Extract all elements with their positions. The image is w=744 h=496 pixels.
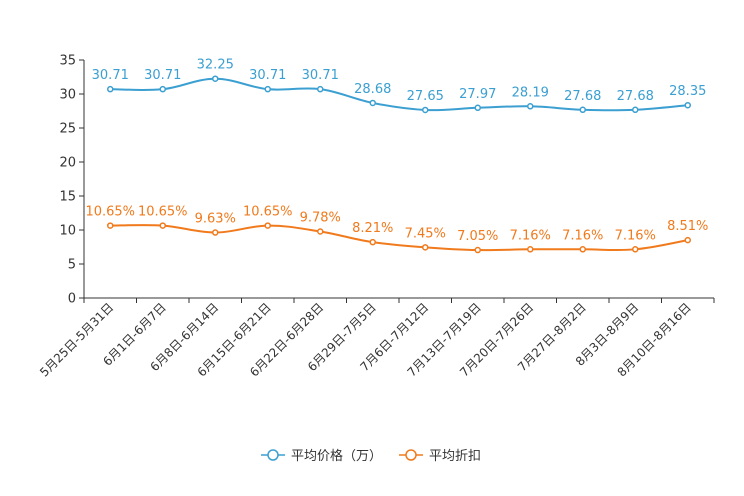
y-tick-label: 25 [59,122,76,137]
legend-label: 平均折扣 [429,449,481,464]
series-1: 30.71 30.71 32.25 30.71 30.71 28.68 27.65 27.97… [92,58,706,114]
data-point[interactable] [684,101,691,109]
data-point[interactable] [369,238,376,246]
y-tick-label: 20 [59,156,76,171]
data-label: 9.63% [195,212,236,227]
data-label: 7.16% [562,228,603,243]
data-label: 9.78% [300,210,341,225]
data-label: 7.05% [457,229,498,244]
data-point[interactable] [632,106,639,114]
data-point[interactable] [579,106,586,114]
data-label: 30.71 [249,68,286,83]
data-label: 8.21% [352,221,393,236]
data-label: 10.65% [138,205,188,220]
data-point[interactable] [369,99,376,107]
data-label: 10.65% [243,205,293,220]
y-axis: 0 5 10 15 20 25 30 35 [59,54,85,307]
data-label: 28.68 [354,82,391,97]
data-point[interactable] [212,229,219,236]
data-point[interactable] [684,236,691,244]
legend-item-1[interactable]: 平均价格（万） [261,448,382,464]
legend-item-2[interactable]: 平均折扣 [399,449,481,464]
data-label: 27.97 [459,87,496,102]
data-label: 30.71 [302,68,339,83]
data-point[interactable] [107,222,114,229]
data-point[interactable] [107,85,114,93]
data-label: 32.25 [197,58,234,73]
y-tick-label: 35 [59,54,76,69]
data-label: 30.71 [144,68,181,83]
series-line [110,224,688,252]
data-label: 10.65% [85,205,135,220]
y-tick-label: 30 [59,88,76,103]
data-label: 28.35 [669,84,706,99]
data-point[interactable] [212,75,219,82]
y-tick-label: 10 [59,224,76,239]
data-label: 27.68 [617,89,654,104]
data-label: 7.16% [510,228,551,243]
data-label: 28.19 [512,85,549,100]
series-layer: 30.71 30.71 32.25 30.71 30.71 28.68 27.65 27.97… [85,58,708,254]
y-tick-label: 0 [68,292,76,307]
data-point[interactable] [317,85,324,93]
data-label: 8.51% [667,219,708,234]
x-axis: 5月25日-5月31日6月1日-6月7日6月8日-6月14日6月15日-6月21… [37,297,715,380]
data-point[interactable] [317,228,324,235]
legend: 平均价格（万） 平均折扣 [261,448,481,464]
data-point[interactable] [159,85,166,93]
data-label: 30.71 [92,68,129,83]
legend-marker-icon [405,449,417,461]
data-point[interactable] [527,103,534,110]
data-point[interactable] [527,246,534,253]
series-line [110,77,688,112]
data-point[interactable] [264,222,271,229]
data-point[interactable] [579,246,586,253]
data-label: 27.65 [407,89,444,104]
data-point[interactable] [474,104,481,112]
data-point[interactable] [422,244,429,251]
legend-label: 平均价格（万） [291,448,382,464]
data-point[interactable] [632,246,639,253]
y-tick-label: 5 [68,258,76,273]
data-label: 27.68 [564,89,601,104]
series-2: 10.65% 10.65% 9.63% 10.65% 9.78%8.21% 7.45% 7.… [85,205,708,254]
data-point[interactable] [264,85,271,93]
data-label: 7.16% [615,228,656,243]
data-point[interactable] [474,246,481,254]
legend-marker-icon [267,449,279,461]
data-label: 7.45% [405,226,446,241]
data-point[interactable] [159,222,166,229]
data-point[interactable] [422,106,429,114]
x-tick-label: 5月25日-5月31日 [37,300,116,379]
y-tick-label: 15 [59,190,76,205]
